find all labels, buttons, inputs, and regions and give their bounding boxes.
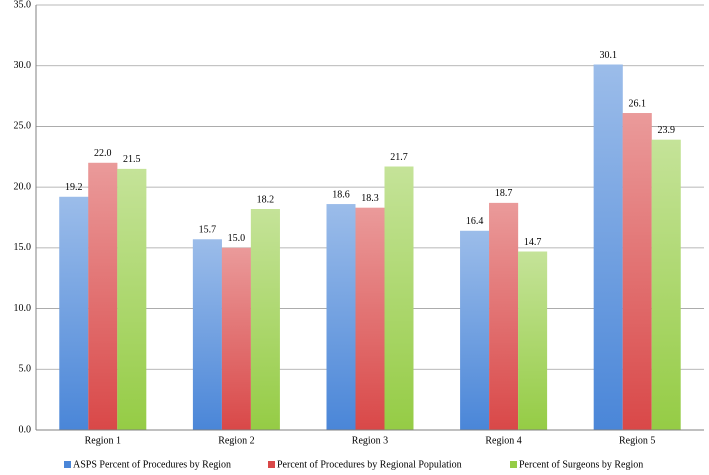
x-tick-label: Region 3 xyxy=(352,435,388,446)
bar-shine xyxy=(250,209,280,430)
y-tick-label: 35.0 xyxy=(14,0,32,10)
bar-shine xyxy=(651,139,681,431)
legend-label: Percent of Procedures by Regional Popula… xyxy=(277,459,462,470)
legend-label: Percent of Surgeons by Region xyxy=(519,459,643,470)
data-label: 22.0 xyxy=(94,148,112,159)
data-label: 18.7 xyxy=(495,188,513,199)
bar-shine xyxy=(460,230,490,430)
legend-swatch xyxy=(64,461,71,468)
bar-shine xyxy=(88,162,118,430)
data-label: 18.2 xyxy=(257,194,275,205)
data-label: 19.2 xyxy=(65,182,83,193)
y-tick-label: 5.0 xyxy=(19,364,32,375)
bar-shine xyxy=(518,251,548,430)
data-label: 14.7 xyxy=(524,237,542,248)
legend-swatch xyxy=(268,461,275,468)
bar-shine xyxy=(192,239,222,430)
data-label: 21.5 xyxy=(123,154,141,165)
data-label: 26.1 xyxy=(628,98,646,109)
bar-shine xyxy=(326,204,356,430)
y-tick-label: 0.0 xyxy=(19,424,32,435)
data-label: 15.7 xyxy=(199,225,217,236)
x-tick-label: Region 4 xyxy=(485,435,521,446)
y-tick-label: 25.0 xyxy=(14,121,32,132)
bar-shine xyxy=(489,202,519,430)
data-label: 18.6 xyxy=(332,189,350,200)
bar-shine xyxy=(117,168,147,430)
bar-shine xyxy=(221,247,251,430)
x-tick-label: Region 1 xyxy=(85,435,121,446)
data-label: 21.7 xyxy=(390,152,408,163)
data-label: 15.0 xyxy=(228,233,246,244)
bar-shine xyxy=(59,196,89,430)
bar-shine xyxy=(593,64,623,430)
bar-shine xyxy=(355,207,385,430)
legend-label: ASPS Percent of Procedures by Region xyxy=(73,459,231,470)
x-tick-label: Region 5 xyxy=(619,435,655,446)
legend-swatch xyxy=(510,461,517,468)
data-label: 23.9 xyxy=(657,125,675,136)
data-label: 18.3 xyxy=(361,193,379,204)
y-tick-label: 30.0 xyxy=(14,60,32,71)
bar-shine xyxy=(622,113,652,431)
y-tick-label: 15.0 xyxy=(14,242,32,253)
x-tick-label: Region 2 xyxy=(218,435,254,446)
data-label: 16.4 xyxy=(466,216,484,227)
y-tick-label: 10.0 xyxy=(14,303,32,314)
y-tick-label: 20.0 xyxy=(14,181,32,192)
bar-shine xyxy=(384,166,414,430)
data-label: 30.1 xyxy=(599,50,617,61)
